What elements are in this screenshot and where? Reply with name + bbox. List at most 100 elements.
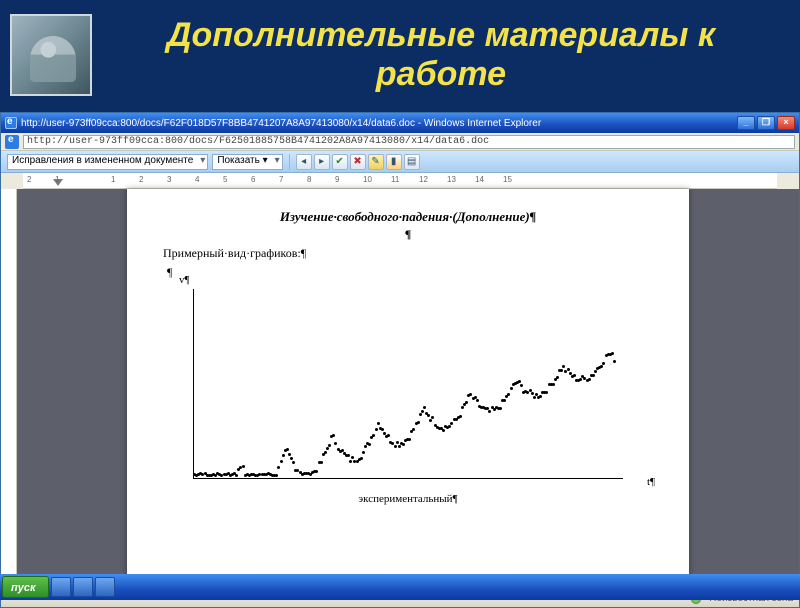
data-point	[556, 376, 559, 379]
data-point	[552, 383, 555, 386]
ie-app-icon	[5, 117, 17, 129]
data-point	[398, 445, 401, 448]
data-point	[347, 454, 350, 457]
slide-header: Дополнительные материалы к работе	[0, 0, 800, 110]
data-point	[282, 454, 285, 457]
scatter-chart: v¶ t¶	[163, 282, 653, 489]
data-point	[431, 416, 434, 419]
toolbar-separator	[289, 154, 290, 170]
data-point	[469, 393, 472, 396]
toolbar-buttons: ◂ ▸ ✔ ✖ ✎ ▮ ▤	[296, 154, 420, 170]
data-point	[387, 434, 390, 437]
page-icon	[5, 135, 19, 149]
accept-icon[interactable]: ✔	[332, 154, 348, 170]
pilcrow-line: ¶	[167, 265, 653, 280]
horizontal-ruler[interactable]: 21123456789101112131415	[23, 173, 777, 189]
data-point	[531, 392, 534, 395]
data-point	[459, 415, 462, 418]
document-viewport: Изучение·свободного·падения·(Дополнение)…	[1, 189, 799, 589]
data-point	[507, 393, 510, 396]
windows-taskbar[interactable]: пуск	[0, 574, 800, 600]
window-buttons: _ ❐ ×	[737, 116, 795, 130]
data-point	[518, 380, 521, 383]
data-point	[594, 370, 597, 373]
data-point	[286, 448, 289, 451]
data-point	[600, 365, 603, 368]
data-point	[417, 421, 420, 424]
highlight-icon[interactable]: ▮	[386, 154, 402, 170]
data-point	[320, 461, 323, 464]
data-point	[450, 422, 453, 425]
data-point	[499, 407, 502, 410]
data-point	[579, 378, 582, 381]
data-point	[372, 434, 375, 437]
data-point	[288, 453, 291, 456]
data-point	[562, 365, 565, 368]
data-point	[442, 429, 445, 432]
quicklaunch-icon[interactable]	[73, 577, 93, 597]
data-point	[334, 442, 337, 445]
data-point	[292, 461, 295, 464]
data-point	[564, 370, 567, 373]
data-point	[368, 443, 371, 446]
address-field[interactable]: http://user-973ff09cca:800/docs/F6250188…	[23, 135, 795, 149]
start-button[interactable]: пуск	[2, 576, 49, 598]
data-point	[545, 391, 548, 394]
data-point	[349, 460, 352, 463]
pilcrow-line: ¶	[163, 227, 653, 242]
ie-titlebar[interactable]: http://user-973ff09cca:800/docs/F62F018D…	[1, 113, 799, 133]
data-point	[364, 445, 367, 448]
data-point	[235, 474, 238, 477]
data-point	[351, 456, 354, 459]
data-point	[396, 441, 399, 444]
data-point	[360, 457, 363, 460]
y-axis	[193, 289, 194, 479]
prev-change-icon[interactable]: ◂	[296, 154, 312, 170]
reviewing-pane-icon[interactable]: ▤	[404, 154, 420, 170]
data-point	[326, 447, 329, 450]
ie-window: http://user-973ff09cca:800/docs/F62F018D…	[0, 112, 800, 608]
data-point	[602, 362, 605, 365]
data-point	[324, 451, 327, 454]
slide-title: Дополнительные материалы к работе	[92, 16, 790, 94]
data-point	[503, 399, 506, 402]
data-point	[328, 444, 331, 447]
reject-icon[interactable]: ✖	[350, 154, 366, 170]
ie-address-bar: http://user-973ff09cca:800/docs/F6250188…	[1, 133, 799, 151]
data-point	[275, 474, 278, 477]
ie-window-title: http://user-973ff09cca:800/docs/F62F018D…	[21, 118, 737, 129]
data-point	[423, 406, 426, 409]
data-point	[448, 425, 451, 428]
data-point	[427, 414, 430, 417]
data-point	[290, 457, 293, 460]
data-point	[613, 360, 616, 363]
review-show-combo[interactable]: Показать ▾	[212, 154, 282, 170]
data-point	[277, 466, 280, 469]
vertical-ruler[interactable]	[1, 189, 17, 589]
data-point	[375, 428, 378, 431]
review-display-combo[interactable]: Исправления в измененном документе	[7, 154, 208, 170]
quicklaunch-icon[interactable]	[95, 577, 115, 597]
close-button[interactable]: ×	[777, 116, 795, 130]
maximize-button[interactable]: ❐	[757, 116, 775, 130]
page-gutter-right	[689, 189, 799, 589]
data-point	[488, 410, 491, 413]
data-point	[377, 422, 380, 425]
document-page: Изучение·свободного·падения·(Дополнение)…	[127, 189, 689, 589]
data-point	[402, 443, 405, 446]
quicklaunch-icon[interactable]	[51, 577, 71, 597]
data-point	[567, 368, 570, 371]
data-point	[560, 369, 563, 372]
data-point	[419, 413, 422, 416]
data-point	[408, 438, 411, 441]
comment-icon[interactable]: ✎	[368, 154, 384, 170]
y-axis-label: v¶	[179, 274, 189, 286]
minimize-button[interactable]: _	[737, 116, 755, 130]
doc-subtitle: Примерный·вид·графиков:¶	[163, 246, 653, 261]
next-change-icon[interactable]: ▸	[314, 154, 330, 170]
data-point	[242, 465, 245, 468]
x-axis	[193, 478, 623, 479]
word-review-toolbar: Исправления в измененном документе Показ…	[1, 151, 799, 173]
data-point	[280, 460, 283, 463]
data-point	[533, 396, 536, 399]
